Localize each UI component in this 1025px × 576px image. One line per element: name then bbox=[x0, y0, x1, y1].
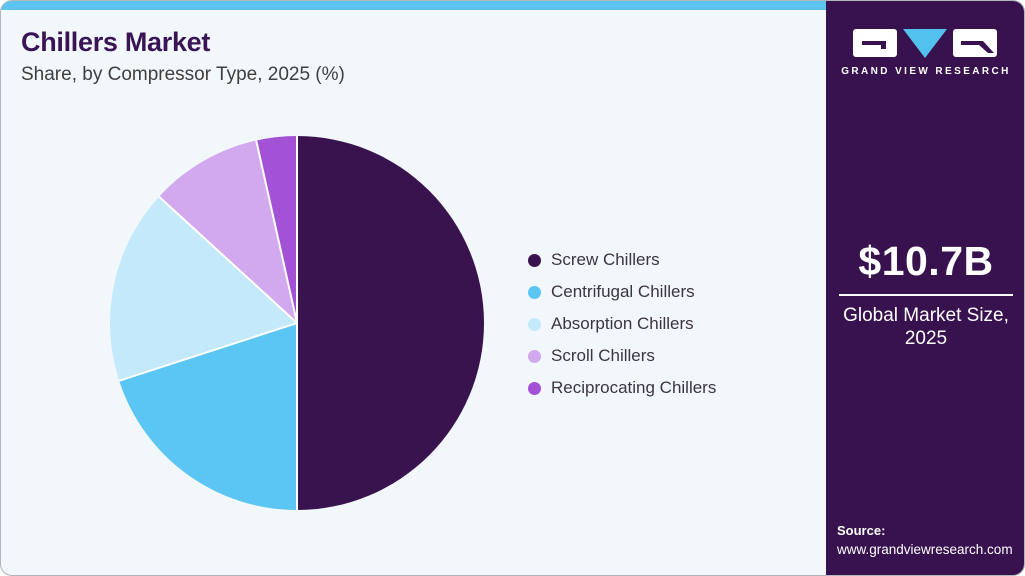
chart-legend: Screw Chillers Centrifugal Chillers Abso… bbox=[528, 250, 716, 410]
gvr-logo-icon bbox=[853, 29, 997, 58]
legend-label: Scroll Chillers bbox=[551, 346, 655, 365]
pie-slice bbox=[297, 136, 484, 510]
source-url: www.grandviewresearch.com bbox=[837, 542, 1013, 557]
metric-value: $10.7B bbox=[858, 238, 994, 284]
legend-item: Reciprocating Chillers bbox=[528, 378, 716, 398]
pie-slice bbox=[159, 140, 297, 323]
source-label: Source: bbox=[837, 523, 886, 538]
legend-label: Absorption Chillers bbox=[551, 314, 694, 333]
page-title: Chillers Market bbox=[21, 27, 211, 57]
legend-dot-icon bbox=[528, 317, 541, 331]
legend-label: Screw Chillers bbox=[551, 250, 660, 269]
pie-slice-separator bbox=[118, 322, 298, 382]
legend-item: Scroll Chillers bbox=[528, 346, 716, 366]
legend-label: Centrifugal Chillers bbox=[551, 282, 695, 301]
legend-label: Reciprocating Chillers bbox=[551, 378, 717, 397]
brand-name: GRAND VIEW RESEARCH bbox=[841, 66, 1011, 77]
header: Chillers Market Share, by Compressor Typ… bbox=[21, 27, 345, 86]
pie-slice bbox=[119, 323, 298, 510]
legend-item: Centrifugal Chillers bbox=[528, 282, 716, 302]
pie-slice-separator bbox=[255, 140, 298, 324]
legend-item: Absorption Chillers bbox=[528, 314, 716, 334]
brand-logo: GRAND VIEW RESEARCH bbox=[826, 28, 1024, 77]
legend-dot-icon bbox=[528, 285, 541, 299]
legend-dot-icon bbox=[528, 381, 541, 395]
sidebar: GRAND VIEW RESEARCH $10.7B Global Market… bbox=[826, 1, 1024, 575]
source-block: Source: www.grandviewresearch.com bbox=[837, 523, 1013, 557]
page-subtitle: Share, by Compressor Type, 2025 (%) bbox=[21, 64, 345, 85]
legend-dot-icon bbox=[528, 253, 541, 267]
legend-dot-icon bbox=[528, 349, 541, 363]
metric-label: Global Market Size, 2025 bbox=[843, 305, 1009, 349]
legend-item: Screw Chillers bbox=[528, 250, 716, 270]
pie-slice bbox=[109, 196, 298, 381]
pie-chart bbox=[109, 136, 484, 510]
pie-chart-container bbox=[109, 135, 485, 511]
pie-slice-separator bbox=[158, 195, 298, 324]
market-size-metric: $10.7B Global Market Size, 2025 bbox=[839, 238, 1013, 350]
top-accent-bar bbox=[1, 1, 826, 10]
metric-divider bbox=[839, 294, 1013, 296]
